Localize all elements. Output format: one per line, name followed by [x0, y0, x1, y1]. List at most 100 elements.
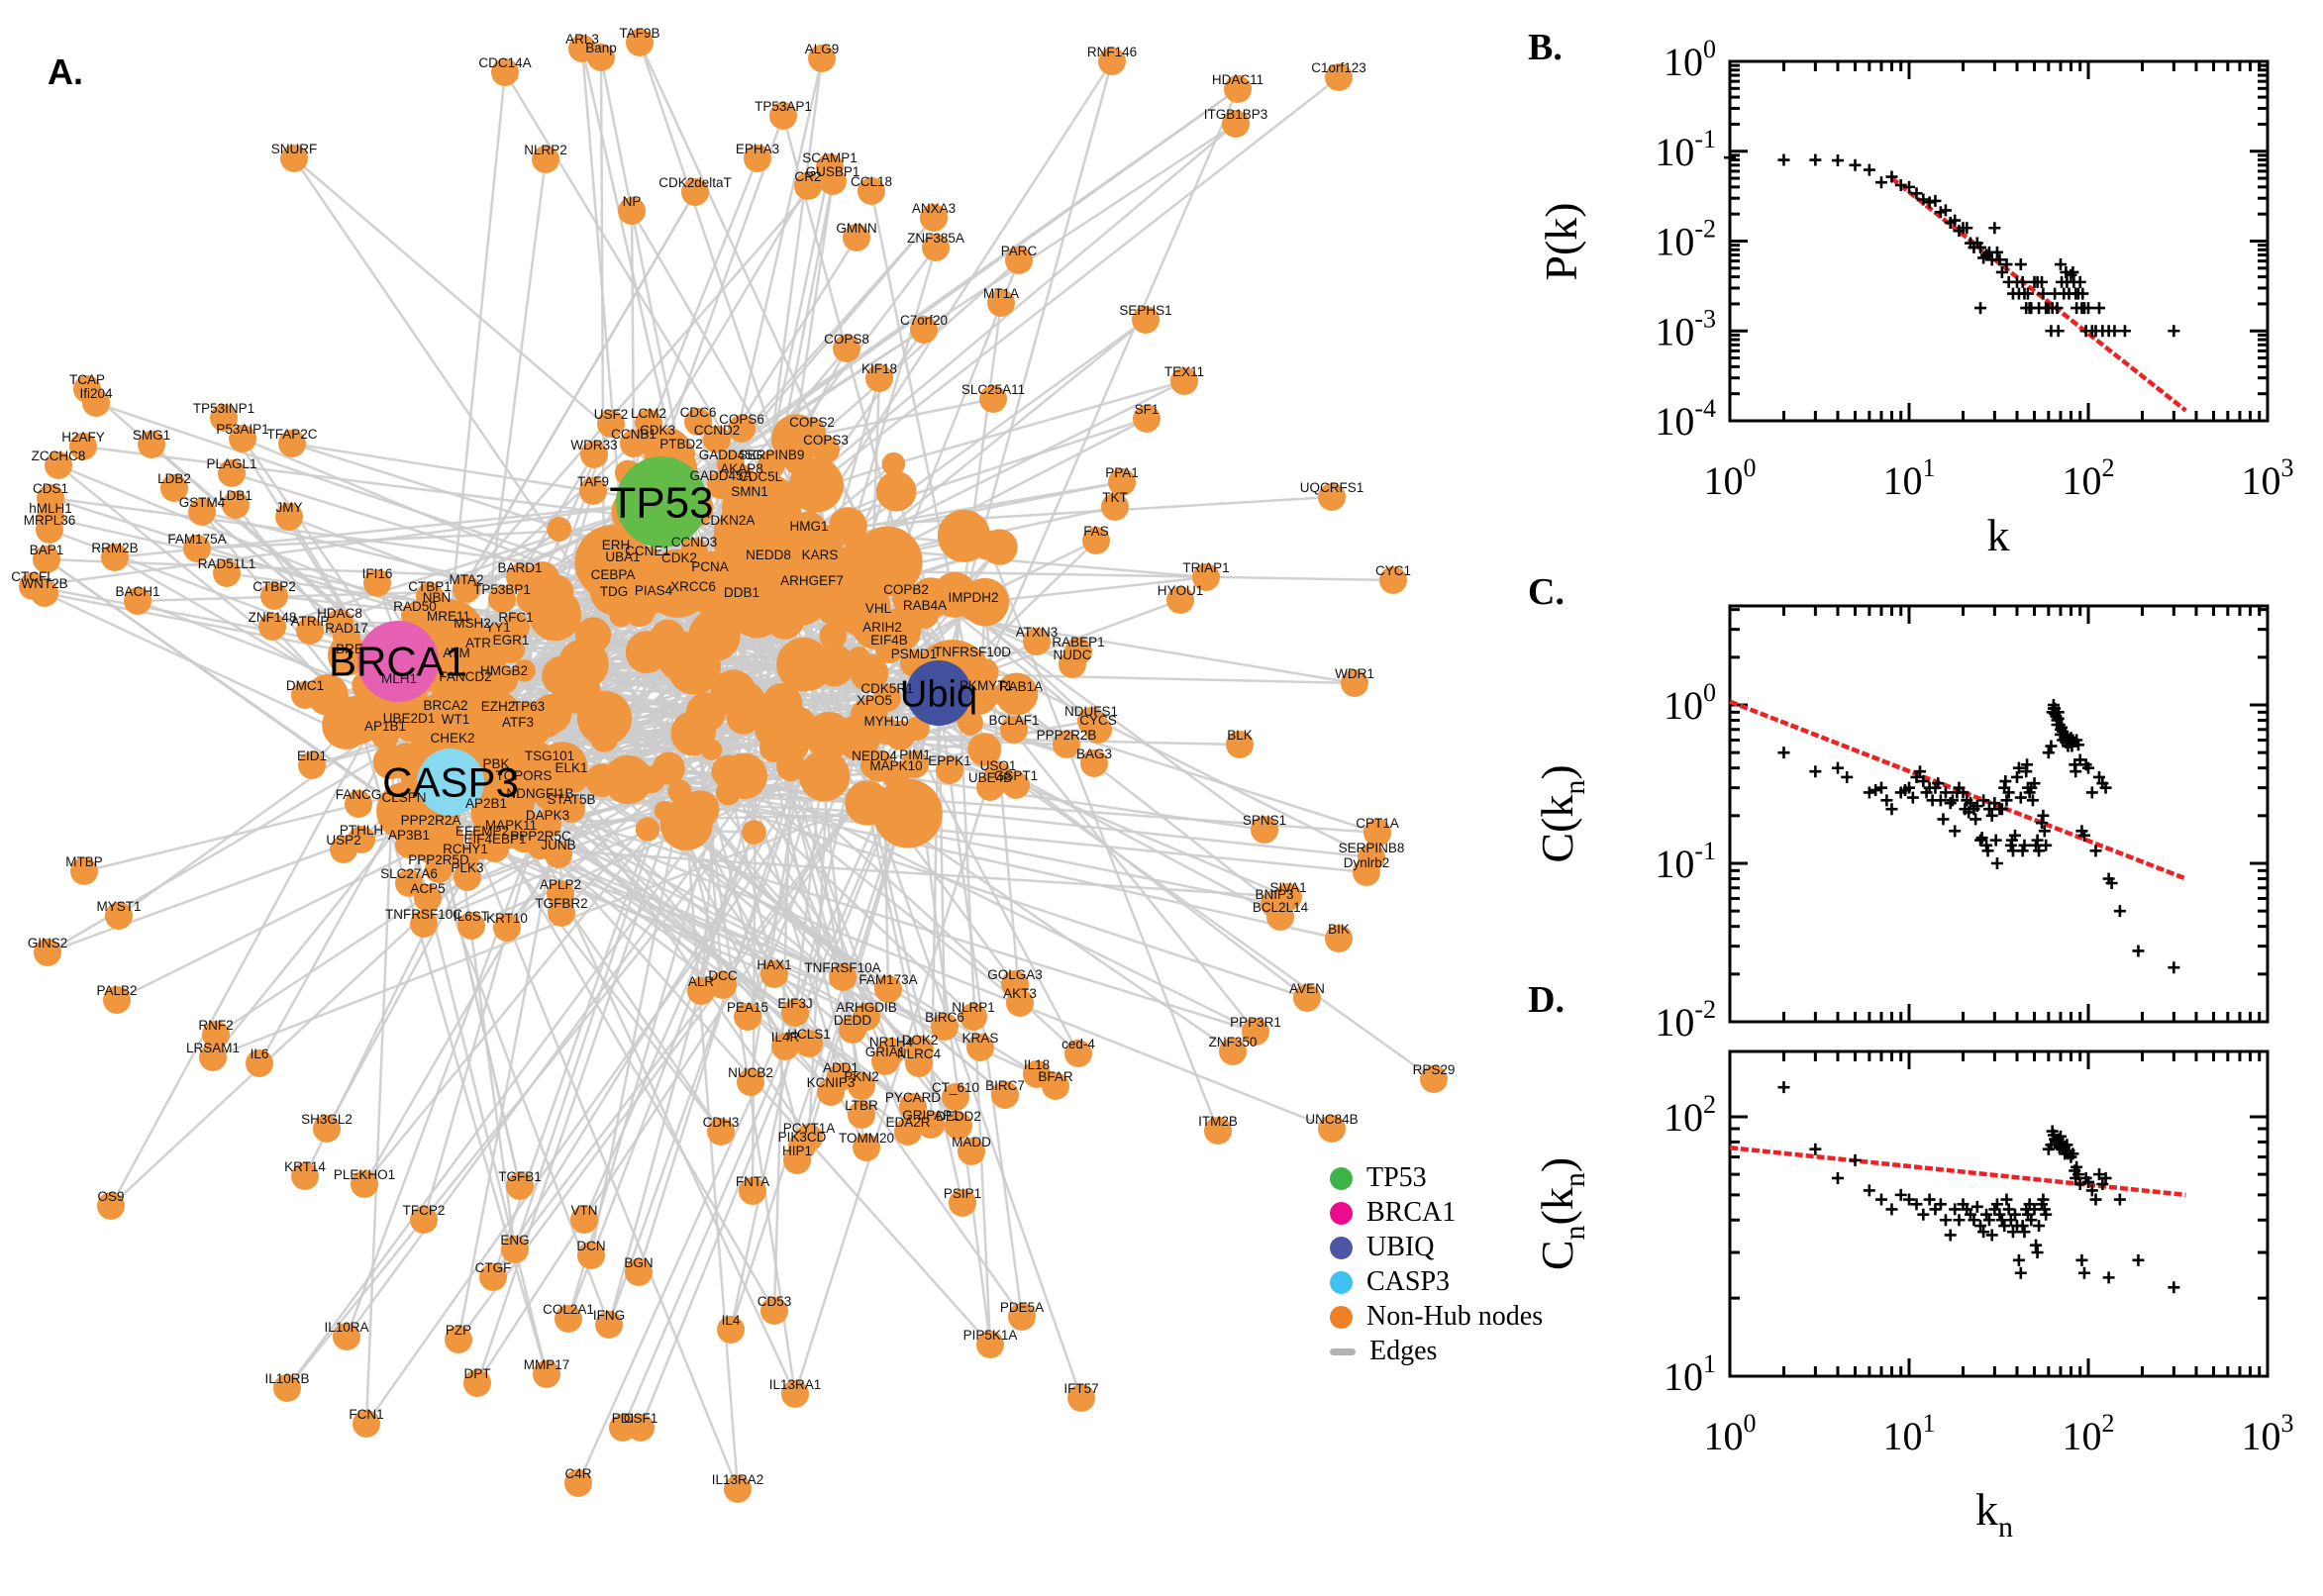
network-node [707, 1118, 735, 1146]
network-node [1067, 1384, 1095, 1412]
network-node [917, 1111, 945, 1139]
network-node [124, 587, 152, 615]
svg-text:103: 103 [2242, 453, 2294, 503]
hub-node-tp53 [616, 456, 707, 548]
network-node [848, 1072, 875, 1100]
network-node [714, 516, 742, 544]
network-node [739, 1177, 766, 1205]
svg-text:100: 100 [1704, 1409, 1757, 1458]
network-node [665, 553, 693, 581]
svg-text:k: k [1987, 510, 2010, 560]
network-node [202, 1021, 230, 1048]
network-node [1226, 731, 1254, 758]
network-node [1318, 1115, 1346, 1143]
network-node [679, 582, 707, 610]
network-node [819, 167, 847, 195]
network-node [626, 29, 654, 56]
legend-item-tp53: TP53 [1330, 1162, 1543, 1193]
network-node [188, 498, 216, 526]
network-node [1133, 405, 1161, 433]
network-node [991, 1081, 1019, 1109]
network-node [555, 1305, 582, 1333]
network-node [557, 763, 585, 791]
network-node [1084, 716, 1112, 744]
network-node [736, 487, 763, 515]
network-node [333, 1323, 360, 1350]
network-node [1219, 1038, 1247, 1065]
network-node [1251, 816, 1278, 844]
network-node [627, 1414, 655, 1442]
network-node [960, 593, 987, 621]
axis-tick-labels: 102 101 100 101 102 103 [1664, 1090, 2294, 1458]
network-node [435, 612, 462, 640]
panel-c-label: C. [1528, 571, 1565, 613]
node-circle-icon [1330, 1201, 1353, 1225]
network-node [976, 1331, 1004, 1358]
network-node [640, 586, 667, 614]
network-node [280, 145, 308, 172]
network-node [1266, 903, 1294, 931]
network-node [858, 177, 885, 205]
legend: TP53 BRCA1 UBIQ CASP3 Non-Hub nodes Edges [1330, 1162, 1543, 1366]
network-node [37, 484, 64, 512]
network-node [1325, 63, 1353, 91]
network-node [920, 204, 948, 232]
network-node [1108, 468, 1136, 496]
network-node [395, 714, 423, 742]
network-node [101, 544, 129, 571]
network-node [737, 1068, 764, 1096]
network-node [484, 702, 512, 730]
network-node [417, 816, 445, 844]
network-node [506, 1172, 534, 1200]
network-node [298, 751, 326, 779]
network-node [979, 385, 1007, 413]
network-node [892, 585, 920, 613]
data-points [1777, 699, 2180, 974]
network-node [1059, 650, 1086, 678]
network-node [548, 899, 575, 927]
network-node [860, 751, 888, 779]
network-node [490, 666, 518, 694]
network-node [959, 648, 986, 675]
network-node [414, 884, 442, 912]
network-node [488, 585, 516, 613]
network-node [70, 857, 98, 885]
network-node [160, 474, 188, 502]
network-node [497, 636, 525, 663]
network-node [564, 1469, 592, 1497]
network-node [390, 793, 418, 821]
network-node [501, 1236, 529, 1263]
network-node [794, 172, 822, 200]
network-node [871, 1047, 899, 1075]
network-node [760, 960, 788, 988]
network-node [425, 855, 453, 883]
network-node [457, 912, 485, 940]
network-node [1364, 819, 1391, 847]
network-node [464, 639, 492, 666]
network-node [218, 459, 246, 487]
network-node [395, 831, 423, 858]
network-node [1170, 367, 1198, 395]
network-node [570, 1206, 598, 1234]
network-node [905, 1049, 933, 1077]
network-node [1325, 925, 1353, 952]
network-node [536, 751, 563, 779]
network-node [580, 441, 608, 468]
network-node [258, 613, 286, 641]
network-node [707, 471, 735, 499]
network-node [1353, 858, 1380, 886]
network-node [336, 645, 363, 672]
svg-text:100: 100 [1704, 453, 1757, 503]
network-node [395, 869, 423, 897]
network-node [874, 975, 902, 1003]
network-node [806, 550, 834, 578]
network-node [222, 491, 250, 519]
axis-tick-labels: 100 10-1 10-2 10-3 10-4 100 101 102 103 [1655, 35, 2293, 503]
network-node [696, 562, 724, 590]
network-node [865, 364, 893, 392]
network-node [229, 425, 256, 452]
